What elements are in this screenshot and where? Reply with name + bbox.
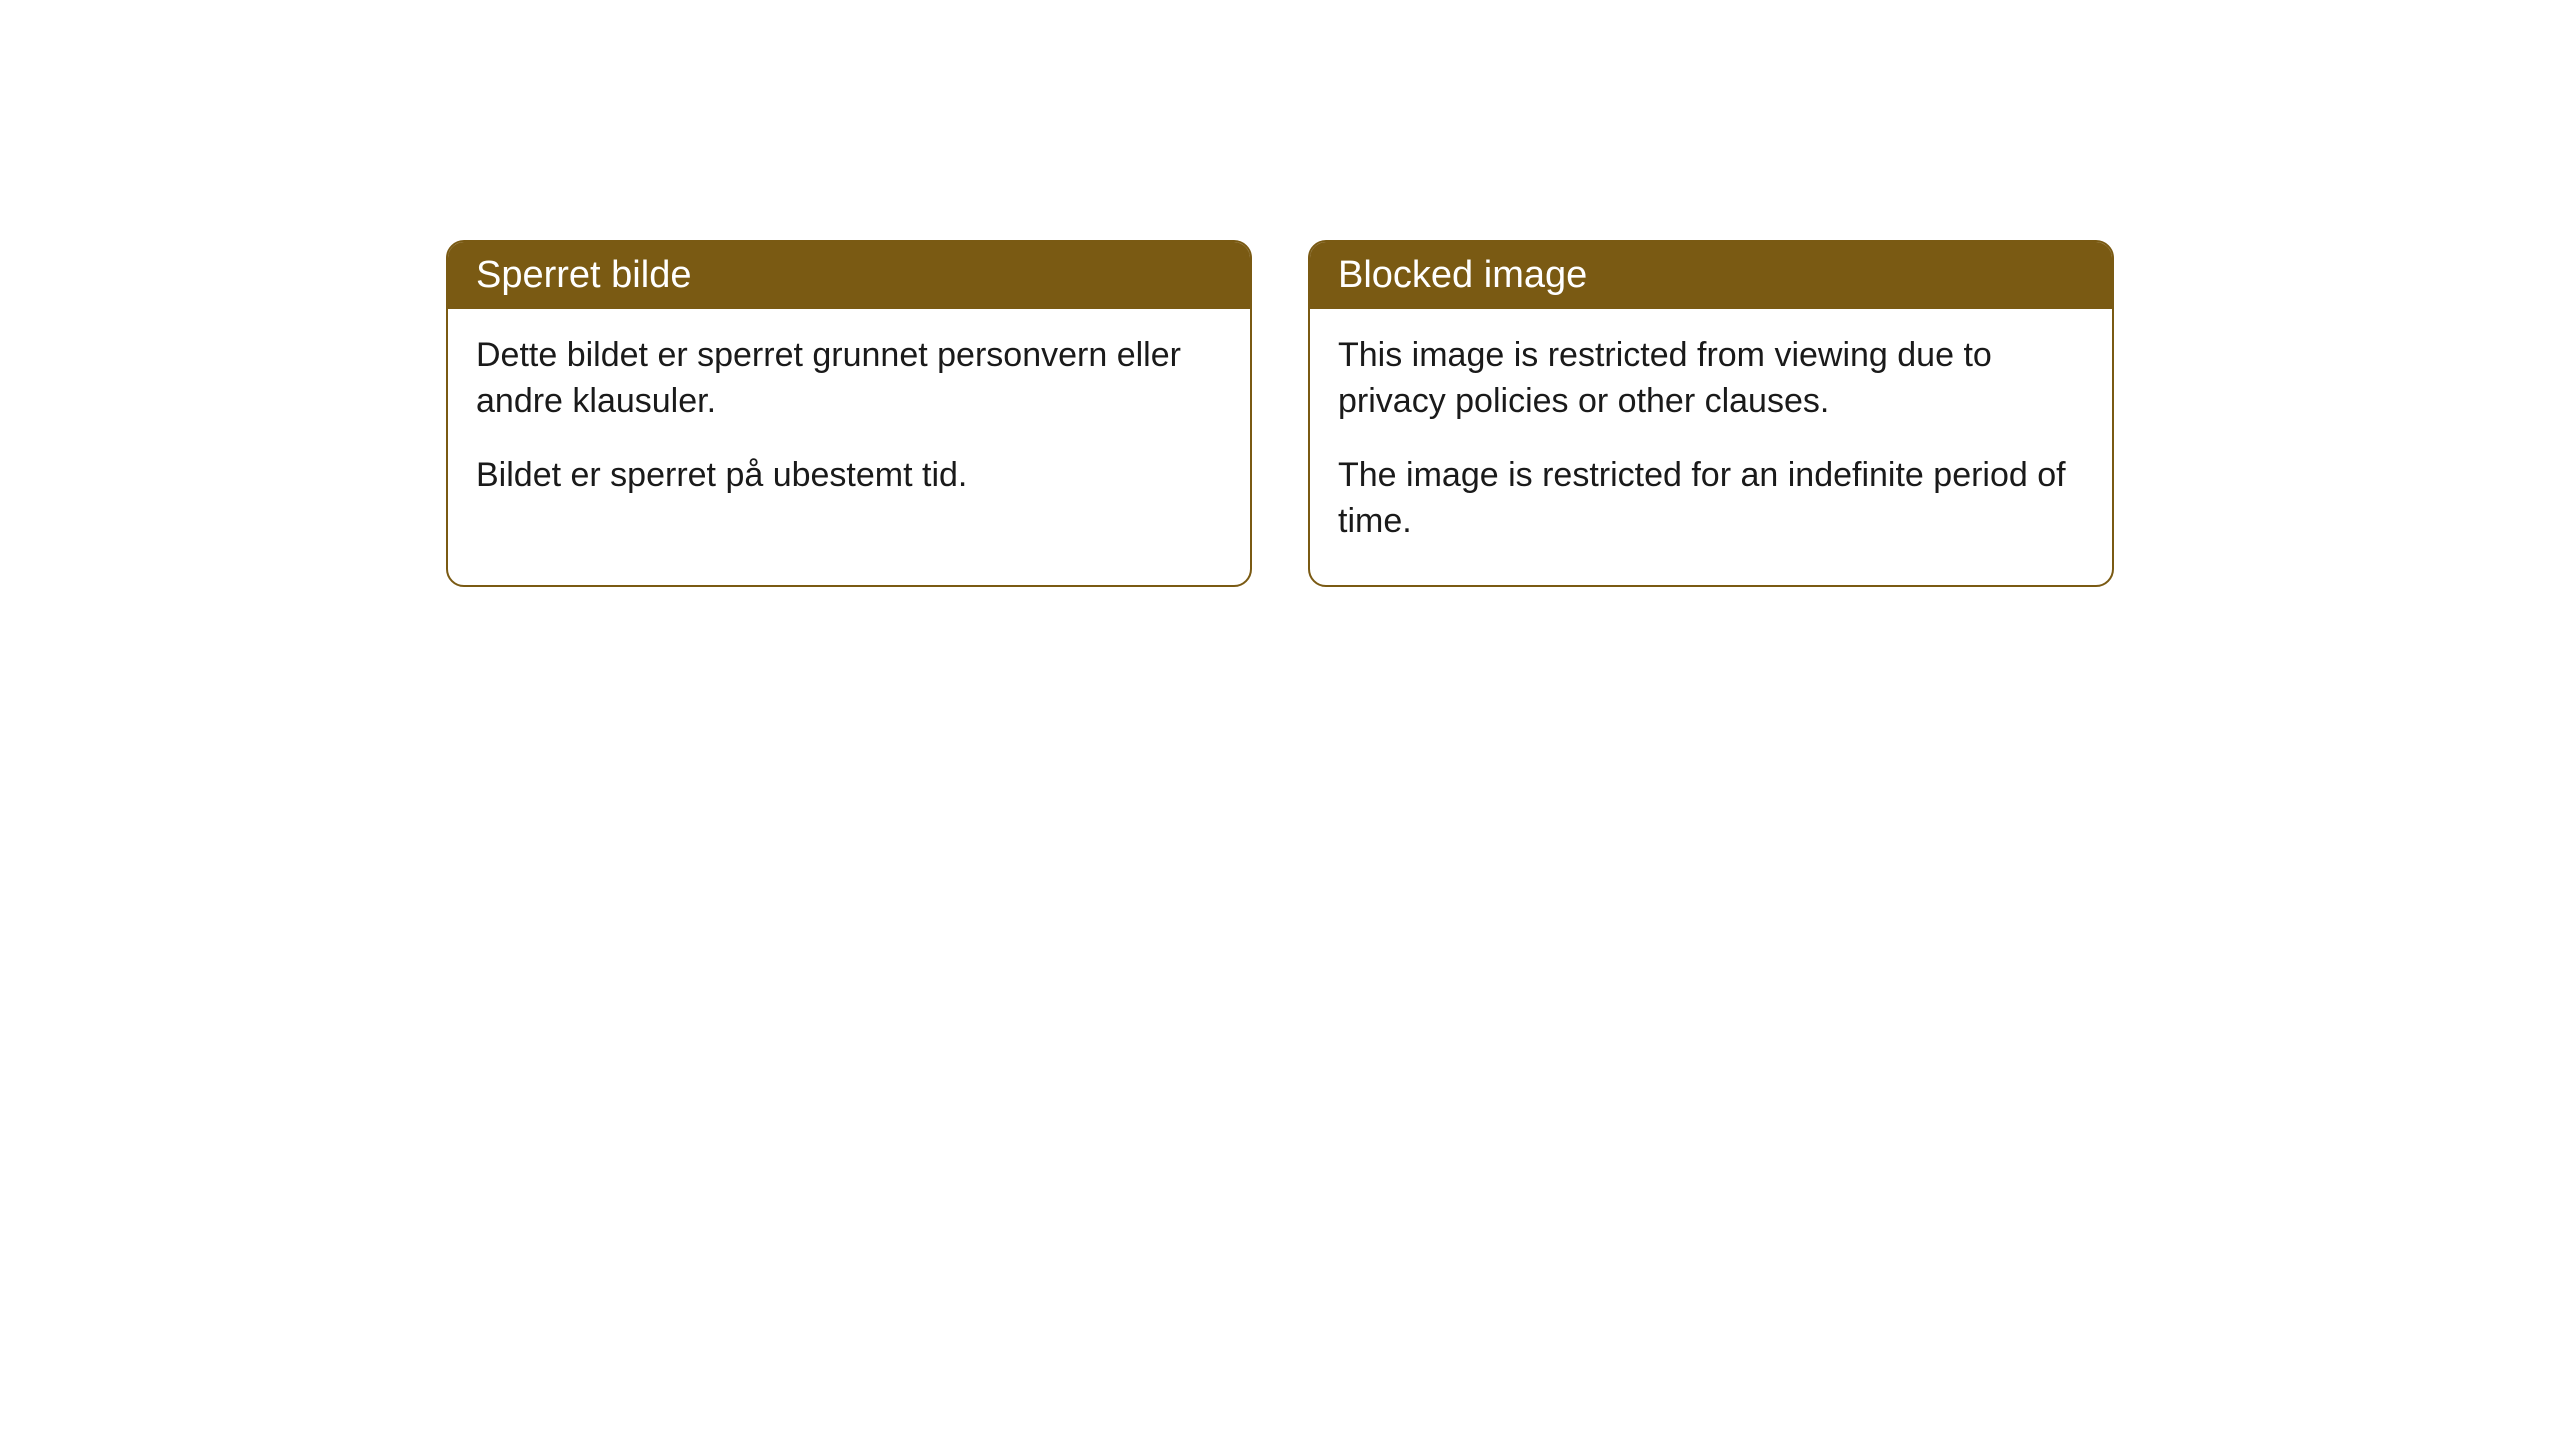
cards-container: Sperret bilde Dette bildet er sperret gr… xyxy=(446,240,2114,587)
card-paragraph-norwegian-2: Bildet er sperret på ubestemt tid. xyxy=(476,453,1222,499)
blocked-image-card-norwegian: Sperret bilde Dette bildet er sperret gr… xyxy=(446,240,1252,587)
card-header-english: Blocked image xyxy=(1310,242,2112,309)
card-paragraph-english-2: The image is restricted for an indefinit… xyxy=(1338,453,2084,545)
card-body-norwegian: Dette bildet er sperret grunnet personve… xyxy=(448,309,1250,539)
card-body-english: This image is restricted from viewing du… xyxy=(1310,309,2112,585)
blocked-image-card-english: Blocked image This image is restricted f… xyxy=(1308,240,2114,587)
card-paragraph-english-1: This image is restricted from viewing du… xyxy=(1338,333,2084,425)
card-paragraph-norwegian-1: Dette bildet er sperret grunnet personve… xyxy=(476,333,1222,425)
card-header-norwegian: Sperret bilde xyxy=(448,242,1250,309)
